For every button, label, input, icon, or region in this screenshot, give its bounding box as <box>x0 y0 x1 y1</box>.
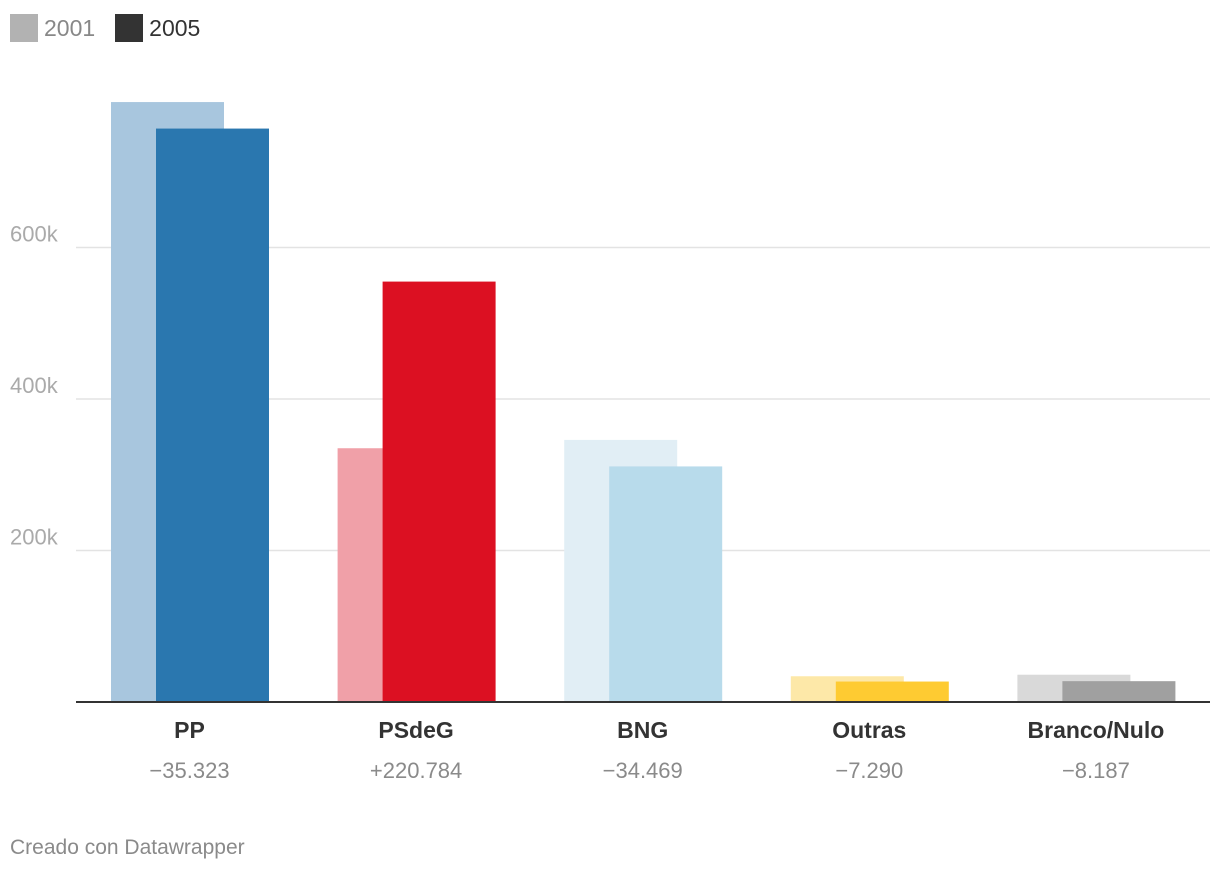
x-tick-label-Branco/Nulo: Branco/Nulo <box>1028 717 1165 743</box>
x-tick-label-Outras: Outras <box>832 717 906 743</box>
legend-item-2001: 2001 <box>10 14 95 42</box>
change-label-Outras: −7.290 <box>835 758 903 783</box>
legend-item-2005: 2005 <box>115 14 200 42</box>
y-tick-label-600k: 600k <box>10 222 59 247</box>
bar-2005-BNG <box>609 466 723 702</box>
credit-text: Creado con Datawrapper <box>10 836 245 859</box>
chart-legend: 2001 2005 <box>10 14 220 42</box>
x-tick-label-BNG: BNG <box>617 717 668 743</box>
bar-2005-PSdeG <box>382 281 496 702</box>
x-tick-label-PSdeG: PSdeG <box>378 717 453 743</box>
y-tick-label-400k: 400k <box>10 373 59 398</box>
legend-swatch-2005 <box>115 14 144 42</box>
legend-swatch-2001 <box>10 14 38 42</box>
x-tick-label-PP: PP <box>174 717 205 743</box>
bar-2005-Branco/Nulo <box>1062 681 1176 702</box>
bar-2005-Outras <box>835 681 949 702</box>
change-label-Branco/Nulo: −8.187 <box>1062 758 1130 783</box>
legend-label-2001: 2001 <box>44 15 96 41</box>
y-tick-label-200k: 200k <box>10 525 59 550</box>
legend-label-2005: 2005 <box>149 15 201 41</box>
bar-2005-PP <box>156 128 269 702</box>
change-label-BNG: −34.469 <box>603 758 683 783</box>
change-label-PP: −35.323 <box>149 758 229 783</box>
change-label-PSdeG: +220.784 <box>370 758 462 783</box>
